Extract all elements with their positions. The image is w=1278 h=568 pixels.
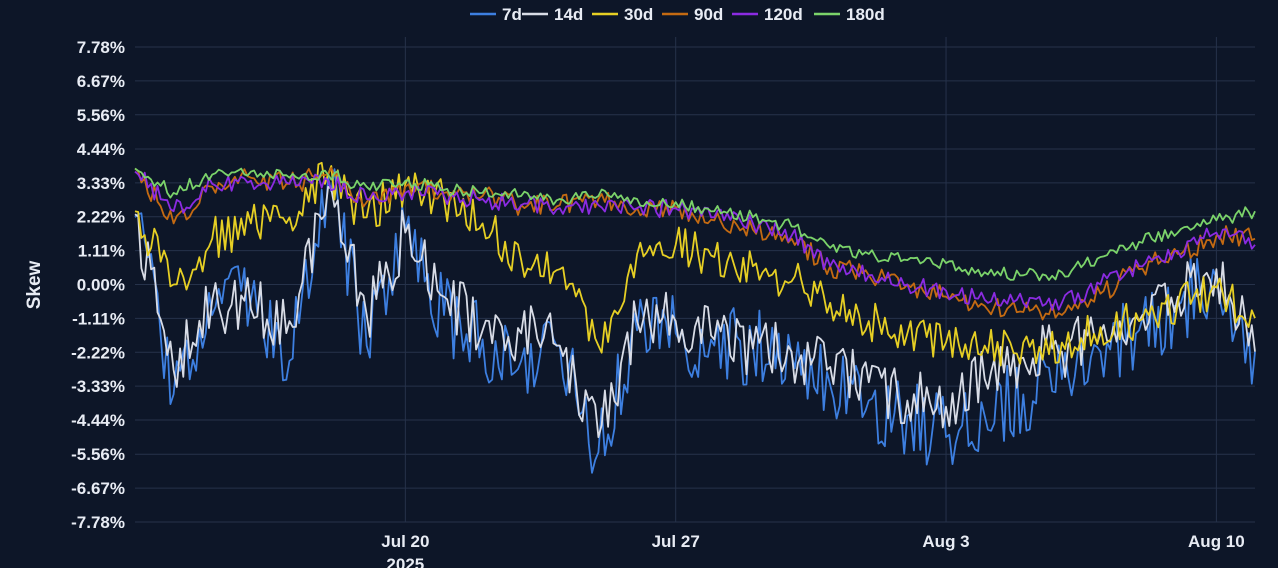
- y-axis-title: Skew: [24, 260, 45, 309]
- x-tick-label: Jul 27: [652, 532, 700, 551]
- y-tick-label: 4.44%: [77, 140, 125, 159]
- y-tick-label: -3.33%: [71, 377, 125, 396]
- series-line-90d: [134, 166, 1256, 321]
- y-tick-label: -5.56%: [71, 445, 125, 464]
- x-tick-sublabel: 2025: [386, 555, 424, 568]
- y-tick-label: -2.22%: [71, 343, 125, 362]
- x-axis: Jul 20 2025 Jul 27 Aug 3 Aug 10: [381, 532, 1244, 568]
- series-line-180d: [134, 167, 1256, 282]
- y-tick-label: 6.67%: [77, 72, 125, 91]
- y-tick-label: 0.00%: [77, 276, 125, 295]
- y-tick-label: 1.11%: [78, 242, 125, 261]
- y-tick-label: 3.33%: [77, 174, 125, 193]
- legend-label-30d[interactable]: 30d: [624, 5, 653, 24]
- y-tick-label: 2.22%: [77, 208, 125, 227]
- x-tick-label: Aug 10: [1188, 532, 1245, 551]
- legend-label-90d[interactable]: 90d: [694, 5, 723, 24]
- x-tick-label: Jul 20: [381, 532, 429, 551]
- legend-label-7d[interactable]: 7d: [502, 5, 522, 24]
- series-line-7d: [134, 168, 1256, 474]
- series-line-30d: [134, 161, 1256, 367]
- y-tick-label: 7.78%: [77, 38, 125, 57]
- legend: 7d 14d 30d 90d 120d 180d: [470, 5, 885, 24]
- y-tick-label: -1.11%: [72, 309, 125, 328]
- y-tick-label: 5.56%: [77, 106, 125, 125]
- legend-label-180d[interactable]: 180d: [846, 5, 885, 24]
- y-tick-label: -7.78%: [71, 513, 125, 532]
- series-lines: [134, 161, 1256, 474]
- y-tick-label: -4.44%: [71, 411, 125, 430]
- x-tick-label: Aug 3: [922, 532, 969, 551]
- series-line-14d: [134, 185, 1256, 439]
- legend-label-120d[interactable]: 120d: [764, 5, 803, 24]
- legend-label-14d[interactable]: 14d: [554, 5, 583, 24]
- y-tick-label: -6.67%: [71, 479, 125, 498]
- y-axis: 7.78% 6.67% 5.56% 4.44% 3.33% 2.22% 1.11% 0.00%…: [71, 38, 125, 532]
